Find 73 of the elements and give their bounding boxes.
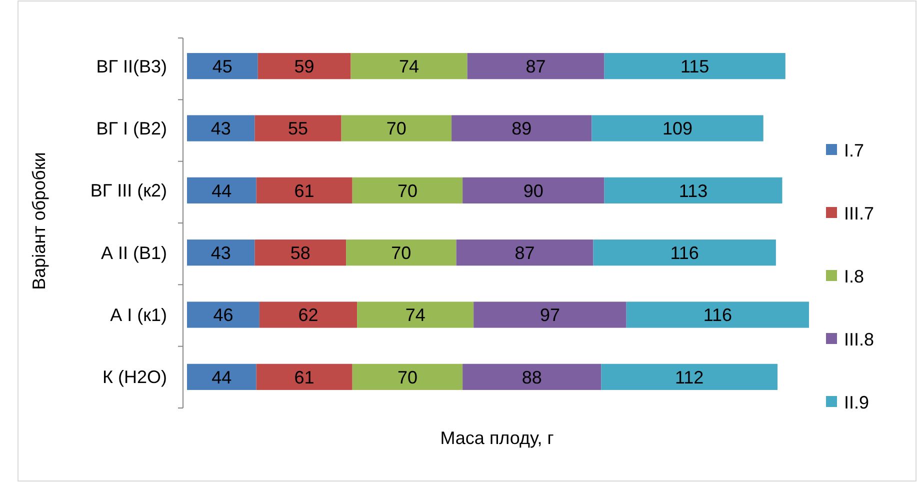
bar (352, 364, 463, 390)
data-label: 44 (212, 367, 232, 388)
legend-label: II.9 (844, 392, 870, 412)
bar (467, 53, 604, 80)
y-tick-label: А ІІ (В1) (100, 242, 167, 263)
y-tick-label: ВГ ІІІ (к2) (90, 180, 167, 201)
data-label: 44 (212, 180, 232, 201)
data-label: 46 (213, 305, 234, 326)
data-label: 70 (391, 243, 412, 264)
data-label: 55 (288, 118, 308, 139)
data-label: 113 (678, 180, 708, 201)
data-label: 112 (674, 367, 704, 388)
bar (350, 53, 468, 80)
data-label: 43 (210, 243, 231, 264)
bar (357, 302, 474, 328)
y-tick-label: К (Н2О) (102, 367, 167, 388)
bar (592, 115, 764, 142)
data-label: 87 (526, 56, 546, 77)
bar (187, 53, 258, 80)
bar (626, 302, 809, 328)
legend-label: I.8 (844, 266, 864, 286)
bar (259, 302, 358, 328)
bar (187, 364, 256, 390)
bar (462, 177, 604, 204)
bar (254, 240, 346, 266)
bar (187, 115, 255, 142)
bar (604, 53, 786, 80)
bar (593, 240, 776, 266)
data-label: 45 (212, 56, 232, 77)
legend-label: III.8 (844, 329, 874, 350)
data-label: 74 (405, 305, 426, 326)
bar (456, 240, 594, 266)
data-label: 89 (512, 118, 532, 139)
y-tick-label: ВГ І (В2) (96, 118, 167, 139)
data-label: 87 (514, 243, 535, 264)
bar (256, 177, 352, 204)
data-label: 70 (386, 118, 406, 139)
bar (604, 177, 782, 204)
bar (187, 177, 256, 204)
y-tick-label: ВГ ІІ(В3) (96, 56, 167, 76)
bar (474, 302, 626, 328)
data-label: 116 (703, 305, 732, 326)
data-label: 116 (670, 243, 699, 264)
bar (254, 115, 342, 142)
bar (258, 53, 351, 80)
data-label: 61 (294, 180, 314, 201)
bar (462, 364, 602, 390)
data-label: 62 (298, 305, 318, 326)
data-label: 115 (680, 56, 710, 77)
data-label: 58 (290, 243, 310, 264)
data-label: 70 (397, 180, 418, 201)
data-label: 97 (540, 305, 560, 326)
bar (187, 240, 255, 266)
x-axis-title: Маса плоду, г (440, 428, 554, 448)
bar (601, 364, 778, 390)
data-label: 109 (662, 118, 693, 139)
data-label: 88 (522, 367, 542, 388)
data-label: 43 (210, 118, 231, 139)
legend-label: III.7 (844, 203, 874, 224)
data-label: 61 (294, 367, 314, 388)
bar (346, 240, 456, 266)
bar (452, 115, 592, 142)
bar (352, 177, 463, 204)
bar (341, 115, 452, 142)
data-label: 90 (523, 180, 544, 201)
bar (187, 302, 260, 328)
bar (256, 364, 352, 390)
legend-label: I.7 (844, 140, 864, 160)
data-label: 70 (397, 367, 418, 388)
y-axis-title: Варіант обробки (29, 152, 49, 290)
y-tick-label: А І (к1) (110, 305, 167, 326)
data-label: 74 (399, 56, 420, 77)
data-label: 59 (294, 56, 314, 77)
